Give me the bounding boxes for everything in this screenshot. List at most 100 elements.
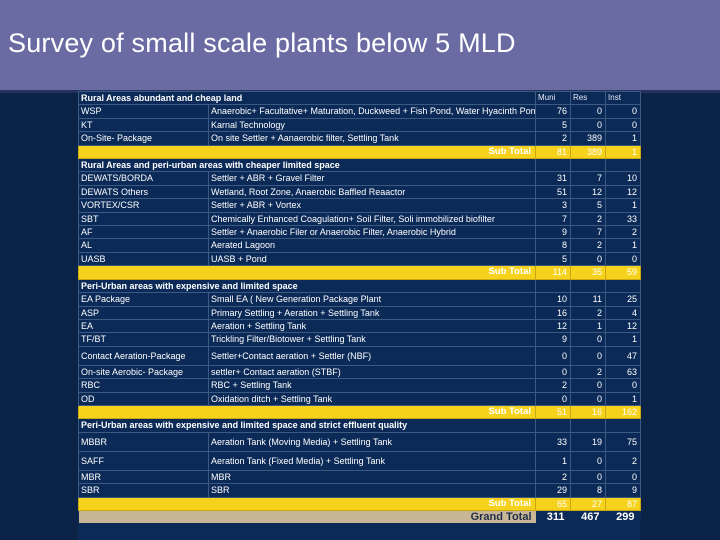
survey-table-body: Rural Areas abundant and cheap land Muni R…: [77, 90, 642, 524]
technology-code: DEWATS Others: [78, 184, 209, 200]
technology-description: RBC + Settling Tank: [207, 378, 537, 393]
subtotal-inst: 87: [605, 496, 642, 511]
column-header-muni: Muni: [535, 90, 572, 106]
inst-count: 75: [605, 431, 642, 452]
technology-description: Chemically Enhanced Coagulation+ Soil Fi…: [207, 211, 537, 227]
inst-count: 2: [605, 225, 642, 240]
res-count: 8: [570, 483, 607, 498]
column-header-res: Res: [570, 90, 607, 106]
technology-code: SAFF: [78, 450, 209, 471]
res-count: 12: [570, 184, 607, 200]
technology-code: Contact Aeration-Package: [78, 345, 209, 366]
title-bar: Survey of small scale plants below 5 MLD: [0, 0, 720, 90]
technology-description: Settler + ABR + Gravel Filter: [207, 171, 537, 186]
section-heading-row: Peri-Urban areas with expensive and limi…: [77, 418, 642, 433]
grand-total-inst: 299: [605, 510, 641, 524]
inst-count: 0: [605, 378, 642, 393]
technology-code: EA: [78, 318, 209, 334]
technology-description: Settler + ABR + Vortex: [207, 198, 537, 213]
subtotal-label: Sub Total: [77, 404, 537, 420]
table-row: OD Oxidation ditch + Settling Tank 0 0 1: [78, 391, 642, 406]
muni-count: 2: [535, 378, 572, 393]
technology-code: EA Package: [78, 292, 209, 307]
inst-count: 0: [605, 469, 642, 485]
muni-count: 0: [535, 364, 572, 380]
technology-description: settler+ Contact aeration (STBF): [207, 364, 537, 380]
inst-count: 1: [605, 131, 642, 146]
subtotal-muni: 81: [535, 144, 572, 160]
muni-count: 1: [535, 450, 572, 471]
technology-code: WSP: [78, 104, 209, 119]
technology-description: Aeration Tank (Moving Media) + Settling …: [207, 431, 537, 452]
technology-code: VORTEX/CSR: [78, 198, 209, 213]
technology-code: TF/BT: [78, 332, 209, 347]
technology-description: Karnal Technology: [207, 117, 537, 133]
table-row: MBR MBR 2 0 0: [78, 469, 642, 485]
section-heading: Rural Areas and peri-urban areas with ch…: [77, 158, 537, 173]
muni-count: 29: [535, 483, 572, 498]
empty-cell: [605, 418, 642, 433]
res-count: 2: [570, 364, 607, 380]
technology-description: Trickling Filter/Biotower + Settling Tan…: [207, 332, 537, 347]
res-count: 11: [570, 292, 607, 307]
table-row: ASP Primary Settling + Aeration + Settlin…: [78, 305, 642, 320]
muni-count: 5: [535, 251, 572, 267]
inst-count: 63: [605, 364, 642, 380]
res-count: 0: [570, 117, 607, 133]
technology-description: Anaerobic+ Facultative+ Maturation, Duck…: [207, 104, 537, 119]
inst-count: 33: [605, 211, 642, 227]
table-row: VORTEX/CSR Settler + ABR + Vortex 3 5 1: [78, 198, 642, 213]
grand-total-res: 467: [570, 510, 606, 524]
section-heading-row: Peri-Urban areas with expensive and limi…: [77, 278, 642, 294]
inst-count: 25: [605, 292, 642, 307]
table-row: RBC RBC + Settling Tank 2 0 0: [78, 378, 642, 393]
slide-title: Survey of small scale plants below 5 MLD: [8, 28, 516, 58]
muni-count: 9: [535, 332, 572, 347]
table-row: TF/BT Trickling Filter/Biotower + Settlin…: [78, 332, 642, 347]
muni-count: 9: [535, 225, 572, 240]
empty-cell: [535, 278, 572, 294]
empty-cell: [605, 158, 642, 173]
subtotal-label: Sub Total: [77, 144, 537, 160]
inst-count: 47: [605, 345, 642, 366]
grand-total-label: Grand Total: [78, 510, 536, 524]
inst-count: 1: [605, 332, 642, 347]
subtotal-inst: 1: [605, 144, 642, 160]
subtotal-muni: 65: [535, 496, 572, 511]
technology-description: MBR: [207, 469, 537, 485]
section-heading: Rural Areas abundant and cheap land: [77, 90, 537, 106]
muni-count: 10: [535, 292, 572, 307]
empty-cell: [605, 278, 642, 294]
res-count: 0: [570, 251, 607, 267]
technology-code: AF: [78, 225, 209, 240]
subtotal-inst: 162: [605, 404, 642, 420]
inst-count: 9: [605, 483, 642, 498]
survey-table-panel: Rural Areas abundant and cheap land Muni R…: [77, 90, 642, 540]
inst-count: 1: [605, 238, 642, 253]
technology-description: Wetland, Root Zone, Anaerobic Baffled Re…: [207, 184, 537, 200]
muni-count: 2: [535, 469, 572, 485]
table-row: On-site Aerobic- Package settler+ Contact…: [78, 364, 642, 380]
table-row: Contact Aeration-Package Settler+Contact …: [78, 345, 642, 366]
section-heading-row: Rural Areas and peri-urban areas with ch…: [77, 158, 642, 173]
technology-code: On-Site- Package: [78, 131, 209, 146]
table-row: EA Package Small EA ( New Generation Pack…: [78, 292, 642, 307]
grand-total-row: Grand Total 311 467 299: [78, 510, 641, 524]
technology-code: RBC: [78, 378, 209, 393]
empty-cell: [535, 158, 572, 173]
empty-cell: [570, 418, 607, 433]
inst-count: 2: [605, 450, 642, 471]
technology-description: Small EA ( New Generation Package Plant: [207, 292, 537, 307]
res-count: 0: [570, 104, 607, 119]
table-row: UASB UASB + Pond 5 0 0: [78, 251, 642, 267]
technology-description: Settler+Contact aeration + Settler (NBF): [207, 345, 537, 366]
technology-code: DEWATS/BORDA: [78, 171, 209, 186]
res-count: 0: [570, 391, 607, 406]
technology-description: Aeration Tank (Fixed Media) + Settling T…: [207, 450, 537, 471]
res-count: 2: [570, 238, 607, 253]
section-heading: Peri-Urban areas with expensive and limi…: [77, 418, 537, 433]
inst-count: 1: [605, 198, 642, 213]
subtotal-row: Sub Total 51 16 162: [77, 404, 642, 420]
muni-count: 0: [535, 391, 572, 406]
table-row: KT Karnal Technology 5 0 0: [78, 117, 642, 133]
